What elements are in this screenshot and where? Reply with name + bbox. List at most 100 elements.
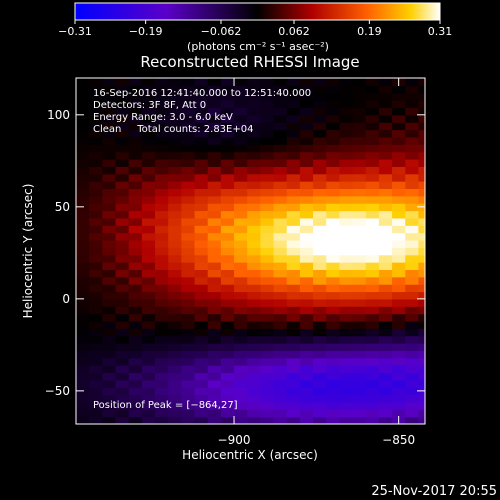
heatmap-cell (155, 173, 169, 182)
heatmap-cell (207, 151, 222, 160)
heatmap-cell (260, 247, 275, 256)
heatmap-cell (115, 365, 130, 374)
heatmap-cell (339, 291, 354, 300)
heatmap-cell (247, 313, 261, 322)
heatmap-cell (207, 387, 222, 396)
heatmap-cell (392, 225, 406, 234)
heatmap-cell (128, 401, 143, 410)
heatmap-cell (181, 225, 196, 234)
heatmap-cell (247, 401, 261, 410)
heatmap-cell (155, 225, 169, 234)
heatmap-cell (339, 379, 354, 388)
heatmap-cell (115, 313, 130, 322)
heatmap-cell (378, 394, 393, 403)
heatmap-cell (141, 129, 156, 138)
heatmap-cell (313, 276, 327, 285)
heatmap-cell (326, 166, 340, 175)
heatmap-cell (168, 210, 182, 219)
heatmap-cell (141, 269, 156, 278)
heatmap-cell (247, 298, 261, 307)
heatmap-cell (392, 144, 406, 153)
heatmap-cell (181, 136, 196, 145)
heatmap-cell (378, 195, 393, 204)
heatmap-cell (392, 166, 406, 175)
heatmap-cell (339, 151, 354, 160)
heatmap-cell (286, 416, 301, 424)
heatmap-cell (405, 379, 420, 388)
heatmap-cell (365, 276, 380, 285)
heatmap-cell (102, 188, 117, 197)
heatmap-cell (405, 298, 420, 307)
heatmap-cell (299, 379, 314, 388)
heatmap-cell (141, 232, 156, 241)
heatmap-cell (89, 136, 103, 145)
heatmap-cell (378, 210, 393, 219)
heatmap-cell (141, 298, 156, 307)
heatmap-cell (115, 320, 130, 329)
heatmap-cell (76, 114, 90, 123)
heatmap-cell (102, 284, 117, 293)
heatmap-cell (352, 335, 367, 344)
heatmap-cell (115, 284, 130, 293)
heatmap-cell (247, 195, 261, 204)
heatmap-cell (326, 210, 340, 219)
heatmap-cell (168, 122, 182, 131)
heatmap-cell (405, 320, 420, 329)
heatmap-cell (181, 173, 196, 182)
heatmap-cell (418, 313, 425, 322)
heatmap-cell (273, 85, 288, 94)
heatmap-cell (115, 188, 130, 197)
heatmap-cell (365, 100, 380, 109)
heatmap-cell (286, 357, 301, 366)
heatmap-cell (76, 173, 90, 182)
heatmap-cell (128, 217, 143, 226)
heatmap-cell (247, 365, 261, 374)
heatmap-cell (418, 144, 425, 153)
heatmap-cell (405, 92, 420, 101)
heatmap-cell (128, 276, 143, 285)
heatmap-cell (168, 151, 182, 160)
heatmap-cell (220, 78, 235, 86)
heatmap-cell (339, 129, 354, 138)
heatmap-cell (141, 100, 156, 109)
heatmap-cell (339, 195, 354, 204)
heatmap-cell (89, 225, 103, 234)
heatmap-cell (247, 409, 261, 418)
heatmap-cell (313, 284, 327, 293)
heatmap-cell (168, 276, 182, 285)
heatmap-cell (155, 136, 169, 145)
heatmap-cell (155, 78, 169, 86)
heatmap-cell (181, 210, 196, 219)
heatmap-cell (155, 379, 169, 388)
heatmap-cell (155, 188, 169, 197)
heatmap-cell (76, 409, 90, 418)
heatmap-cell (102, 276, 117, 285)
heatmap-cell (194, 401, 209, 410)
heatmap-cell (378, 188, 393, 197)
x-tick-label: −850 (382, 433, 415, 447)
heatmap-cell (365, 85, 380, 94)
heatmap-cell (89, 394, 103, 403)
heatmap-cell (273, 313, 288, 322)
heatmap-cell (155, 409, 169, 418)
heatmap-cell (89, 416, 103, 424)
heatmap-cell (207, 225, 222, 234)
heatmap-cell (405, 372, 420, 381)
heatmap-cell (181, 78, 196, 86)
heatmap-cell (313, 173, 327, 182)
heatmap-cell (155, 92, 169, 101)
heatmap-cell (260, 313, 275, 322)
heatmap-cell (405, 306, 420, 315)
heatmap-cell (155, 291, 169, 300)
heatmap-cell (168, 247, 182, 256)
heatmap-cell (418, 158, 425, 167)
heatmap-cell (247, 173, 261, 182)
heatmap-cell (339, 401, 354, 410)
heatmap-cell (286, 394, 301, 403)
heatmap-cell (207, 262, 222, 270)
heatmap-cell (181, 291, 196, 300)
heatmap-cell (102, 144, 117, 153)
heatmap-cell (313, 239, 327, 248)
heatmap-cell (168, 166, 182, 175)
heatmap-cell (194, 416, 209, 424)
